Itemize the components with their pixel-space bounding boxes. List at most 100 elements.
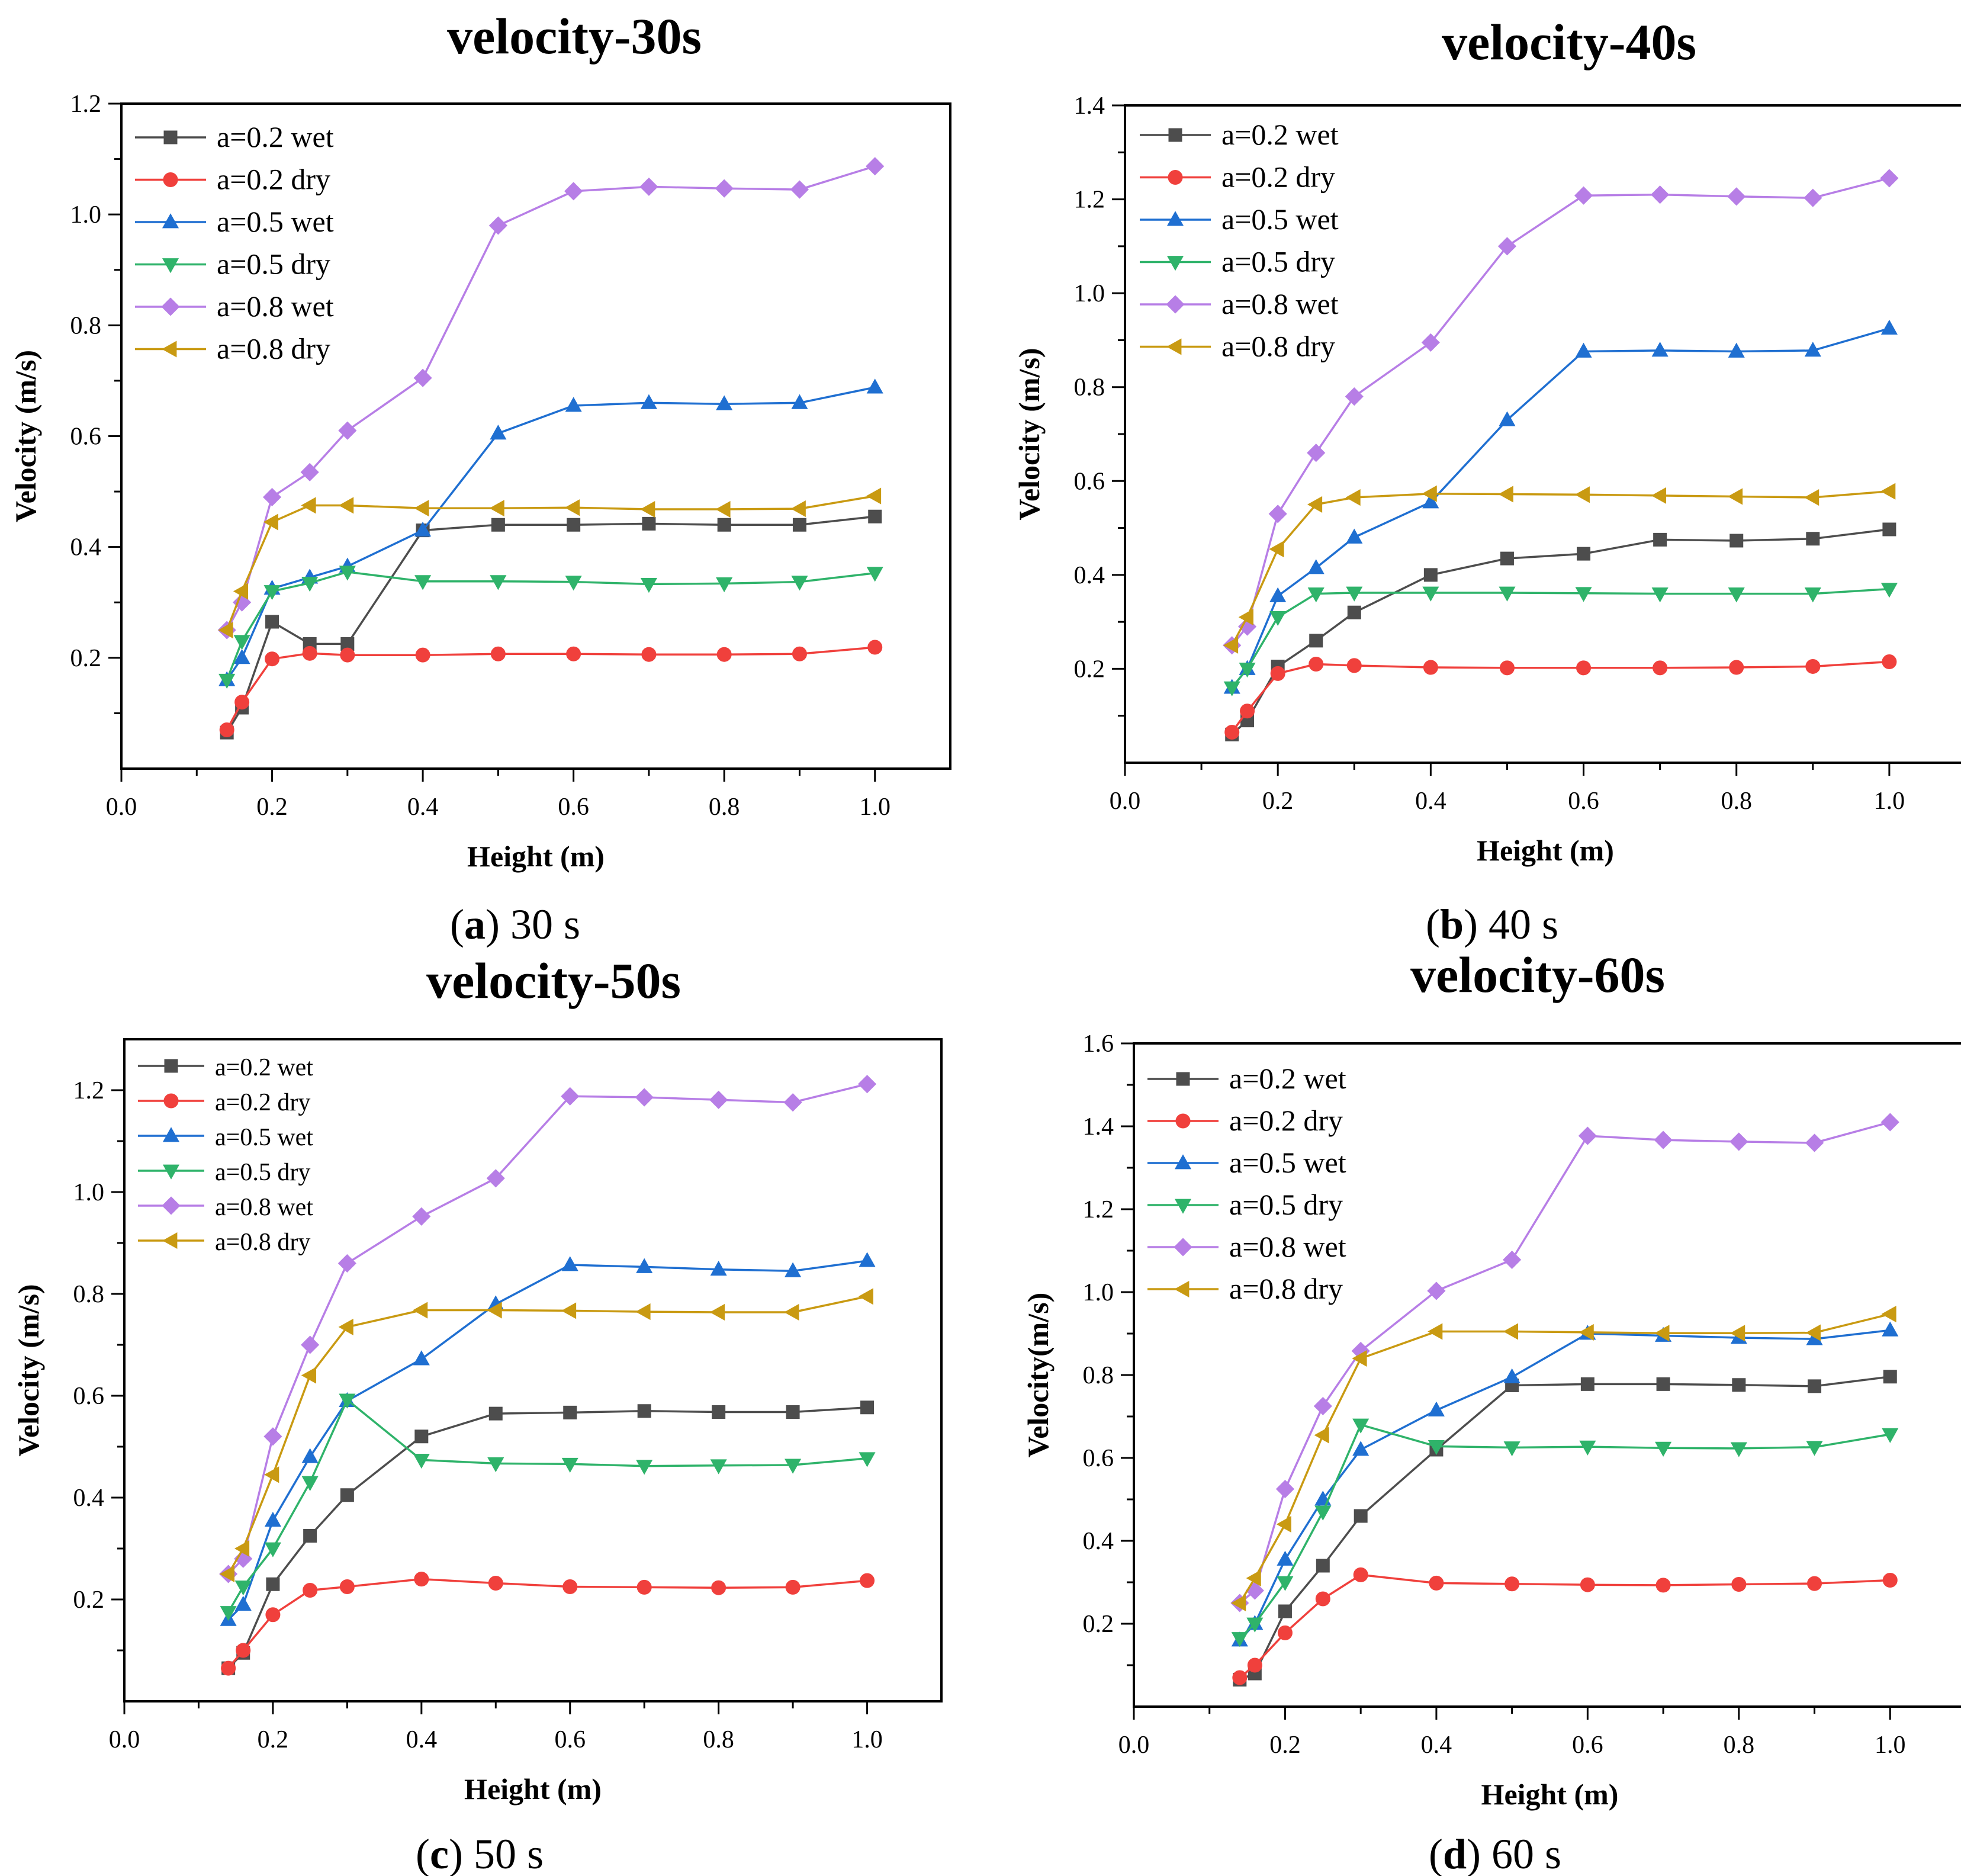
data-point xyxy=(1653,532,1667,547)
legend-marker xyxy=(1174,1154,1192,1170)
chart-panel-d: velocity-60s 0.0 0.2 0.4 0.6 0.8 1.0 0.2 0.4 0.6 0… xyxy=(1021,946,1961,1876)
x-tick-label: 0.0 xyxy=(1118,1732,1150,1759)
data-point xyxy=(1882,1428,1899,1443)
data-point xyxy=(1732,1378,1746,1392)
y-tick-label: 1.2 xyxy=(73,1077,105,1104)
data-point xyxy=(1307,587,1325,603)
series-a-0-5-dry xyxy=(218,566,883,689)
data-point xyxy=(1651,587,1669,603)
data-point xyxy=(234,1581,252,1596)
data-point xyxy=(1654,1130,1673,1149)
data-point xyxy=(1315,1591,1330,1607)
series-a-0-2-wet xyxy=(1233,1370,1897,1687)
y-tick-label: 1.4 xyxy=(1074,92,1105,120)
data-point xyxy=(264,1511,281,1527)
data-point xyxy=(340,647,355,663)
legend: a=0.2 wet a=0.2 dry a=0.5 wet a=0.5 dry a=0.… xyxy=(138,1054,313,1256)
data-point xyxy=(234,695,250,710)
y-tick-label: 0.6 xyxy=(70,423,102,451)
series-line xyxy=(227,1295,867,1575)
data-point xyxy=(860,1400,875,1415)
data-point xyxy=(488,1575,503,1591)
data-point xyxy=(1313,1396,1332,1416)
data-point xyxy=(489,500,504,517)
data-point xyxy=(413,1453,430,1469)
data-point xyxy=(300,462,319,481)
data-point xyxy=(1345,387,1364,406)
data-point xyxy=(715,500,731,518)
legend-label: a=0.8 wet xyxy=(217,290,334,323)
data-point xyxy=(1574,486,1590,503)
data-point xyxy=(567,518,581,532)
data-point xyxy=(1729,534,1744,548)
x-tick-label: 0.2 xyxy=(1262,788,1294,815)
data-point xyxy=(1277,1550,1294,1566)
data-point xyxy=(1728,342,1745,358)
data-point xyxy=(1655,1578,1671,1593)
data-point xyxy=(790,180,809,199)
data-point xyxy=(637,1404,651,1418)
data-point xyxy=(233,649,250,664)
data-point xyxy=(414,500,429,517)
data-point xyxy=(1576,660,1592,676)
data-point xyxy=(263,585,281,600)
data-point xyxy=(561,1087,580,1106)
panel-caption: (d) 60 s xyxy=(1429,1830,1561,1876)
y-tick-label: 1.2 xyxy=(1074,187,1105,214)
data-point xyxy=(1352,1350,1367,1367)
data-point xyxy=(413,1302,428,1319)
series-a-0-2-dry xyxy=(221,1572,875,1676)
data-point xyxy=(486,1169,505,1188)
data-point xyxy=(1224,724,1240,740)
legend-label: a=0.8 wet xyxy=(1221,287,1339,320)
legend-label: a=0.2 dry xyxy=(215,1089,310,1116)
chart-title: velocity-30s xyxy=(447,8,702,65)
data-point xyxy=(1422,493,1439,509)
data-point xyxy=(263,513,278,531)
series-line xyxy=(227,1083,867,1575)
data-point xyxy=(1277,1625,1293,1640)
x-tick-label: 0.2 xyxy=(1269,1732,1301,1759)
series-line xyxy=(1239,1121,1891,1604)
legend-marker xyxy=(162,1127,180,1142)
data-point xyxy=(716,647,732,662)
x-tick-label: 0.4 xyxy=(407,794,439,821)
data-point xyxy=(234,1540,250,1557)
data-point xyxy=(1428,1323,1443,1340)
x-tick-label: 0.8 xyxy=(1724,1732,1755,1759)
data-point xyxy=(490,646,506,661)
x-tick-label: 0.0 xyxy=(106,794,137,821)
data-point xyxy=(1428,1401,1445,1416)
data-point xyxy=(1314,1427,1329,1444)
data-point xyxy=(1314,1505,1332,1521)
data-point xyxy=(303,1529,317,1543)
data-point xyxy=(1498,486,1513,503)
series-a-0-5-dry xyxy=(1223,583,1898,696)
data-point xyxy=(1656,1377,1670,1391)
legend-marker xyxy=(162,1232,178,1249)
x-tick-label: 0.4 xyxy=(1415,788,1446,815)
x-tick-label: 0.4 xyxy=(1421,1732,1452,1759)
data-point xyxy=(1805,1133,1824,1152)
legend-label: a=0.5 wet xyxy=(1221,203,1339,236)
data-point xyxy=(1575,342,1592,358)
series-line xyxy=(226,494,875,631)
x-tick-label: 1.0 xyxy=(859,794,891,821)
series-a-0-5-wet xyxy=(1231,1321,1899,1647)
series-line xyxy=(1239,1313,1891,1604)
data-point xyxy=(265,1607,281,1623)
y-tick-label: 0.4 xyxy=(1074,562,1105,589)
x-axis-label: Height (m) xyxy=(467,840,605,873)
data-point xyxy=(236,1643,251,1658)
series-a-0-2-dry xyxy=(1232,1567,1898,1685)
x-tick-label: 0.8 xyxy=(1721,788,1752,815)
data-point xyxy=(561,1256,578,1271)
series-line xyxy=(227,1578,867,1669)
data-point xyxy=(640,500,655,518)
series-line xyxy=(1239,1376,1891,1681)
data-point xyxy=(641,647,657,662)
data-point xyxy=(1307,559,1325,574)
series-a-0-8-wet xyxy=(219,1075,877,1583)
data-point xyxy=(1804,188,1822,207)
data-point xyxy=(1880,483,1896,500)
